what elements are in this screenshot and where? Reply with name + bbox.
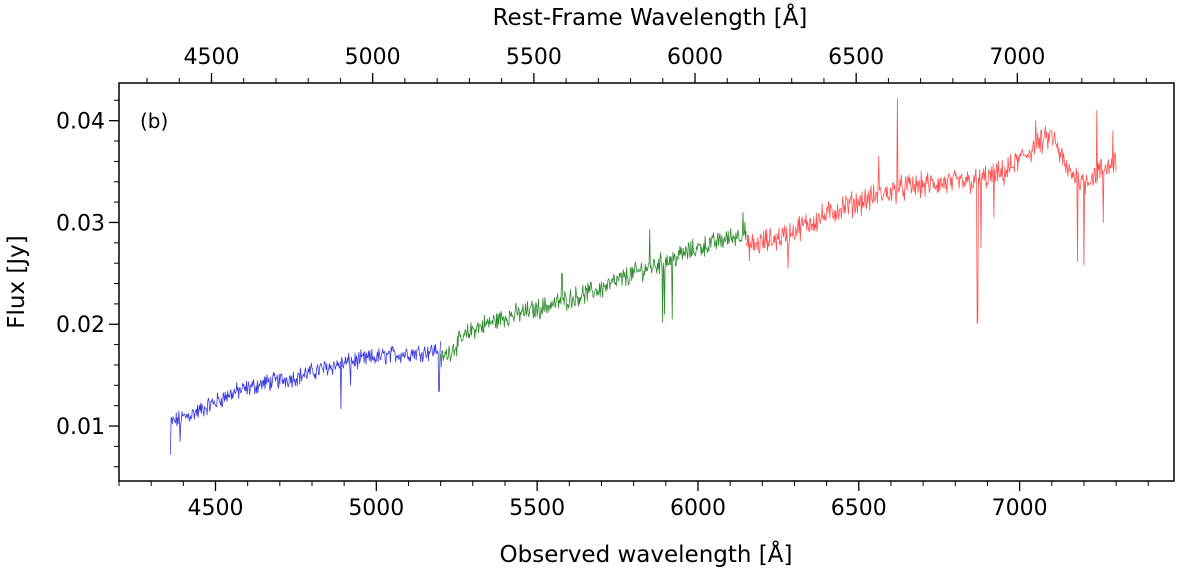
x-axis-title: Observed wavelength [Å] xyxy=(500,540,793,568)
spectrum-lines xyxy=(170,97,1117,455)
top-x-tick-label: 5000 xyxy=(345,45,401,70)
major-ticks xyxy=(109,73,1021,491)
plot-frame xyxy=(118,82,1175,482)
top-x-tick-label: 4500 xyxy=(184,45,240,70)
top-x-axis-title: Rest-Frame Wavelength [Å] xyxy=(493,3,808,31)
spectrum-series-line xyxy=(170,341,442,455)
y-tick-label: 0.02 xyxy=(56,313,105,338)
spectrum-series-line xyxy=(440,211,747,368)
x-tick-label: 7000 xyxy=(992,496,1048,521)
top-x-tick-label: 7000 xyxy=(989,45,1045,70)
minor-ticks xyxy=(114,78,1149,486)
panel-label: (b) xyxy=(140,109,168,133)
y-axis-title: Flux [Jy] xyxy=(4,235,30,328)
x-tick-label: 4500 xyxy=(187,496,243,521)
x-tick-label: 5500 xyxy=(509,496,565,521)
x-tick-label: 5000 xyxy=(348,496,404,521)
x-tick-label: 6500 xyxy=(831,496,887,521)
top-x-tick-label: 6500 xyxy=(828,45,884,70)
x-tick-label: 6000 xyxy=(670,496,726,521)
y-tick-label: 0.03 xyxy=(56,211,105,236)
y-tick-label: 0.01 xyxy=(56,415,105,440)
top-x-tick-label: 6000 xyxy=(667,45,723,70)
top-x-tick-label: 5500 xyxy=(506,45,562,70)
spectrum-series-line xyxy=(745,97,1117,324)
tick-labels: 4500 5000 5500 6000 6500 7000 4500 5000 5500 6000… xyxy=(56,45,1048,521)
y-tick-label: 0.04 xyxy=(56,110,105,135)
